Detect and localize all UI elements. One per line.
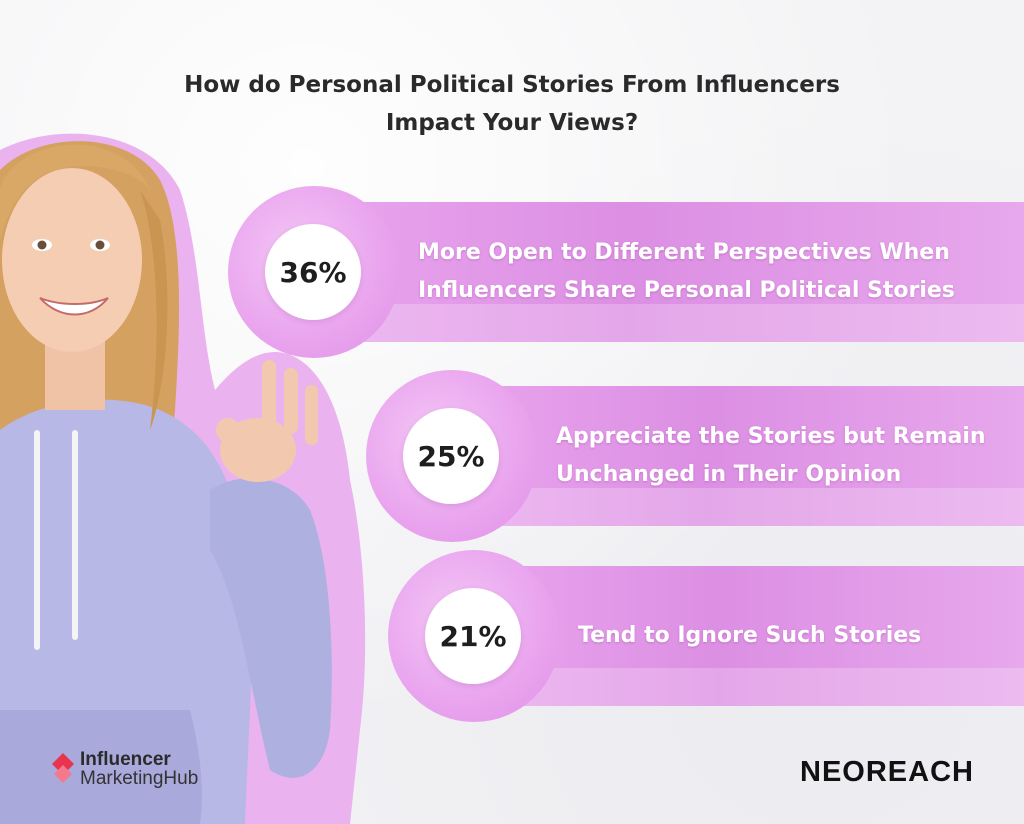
stat-label: Tend to Ignore Such Stories (578, 550, 1004, 722)
smile (39, 297, 109, 316)
imh-logo-line2: MarketingHub (80, 768, 199, 789)
influencer-marketinghub-logo-icon (52, 753, 74, 783)
stat-label-line2: Influencers Share Personal Political Sto… (418, 278, 955, 303)
chart-title: How do Personal Political Stories From I… (0, 66, 1024, 142)
chart-title-line2: Impact Your Views? (385, 110, 639, 136)
hoodie-string-left (34, 430, 40, 650)
ok-hand (216, 360, 318, 482)
stat-value: 36% (265, 224, 361, 320)
stat-label-line1: Tend to Ignore Such Stories (578, 623, 922, 648)
stat-band (446, 386, 1024, 526)
stat-label: More Open to Different Perspectives When… (418, 186, 1004, 358)
stat-row-2: 25% Appreciate the Stories but Remain Un… (366, 370, 1024, 542)
stat-row-1: 36% More Open to Different Perspectives … (228, 186, 1024, 358)
stat-value: 21% (425, 588, 521, 684)
stat-band (308, 202, 1024, 342)
hair-front (0, 144, 150, 240)
stat-label-line1: More Open to Different Perspectives When (418, 240, 950, 265)
person-illustration (0, 133, 366, 824)
stat-value: 25% (403, 408, 499, 504)
hoodie-pocket (0, 710, 202, 824)
raised-arm (210, 478, 332, 778)
stat-row-3: 21% Tend to Ignore Such Stories (388, 550, 1024, 722)
hoodie-string-right (72, 430, 78, 640)
influencer-marketinghub-logo: Influencer MarketingHub (52, 750, 198, 788)
hair-strand-right (140, 190, 168, 430)
stat-label-line1: Appreciate the Stories but Remain (556, 424, 986, 449)
neoreach-logo: NEOREACH (800, 756, 974, 788)
stat-band (468, 566, 1024, 706)
imh-logo-line1: Influencer (80, 749, 171, 770)
chart-title-line1: How do Personal Political Stories From I… (184, 72, 840, 98)
stat-label: Appreciate the Stories but Remain Unchan… (556, 370, 1004, 542)
stat-label-line2: Unchanged in Their Opinion (556, 462, 902, 487)
face (2, 168, 142, 352)
